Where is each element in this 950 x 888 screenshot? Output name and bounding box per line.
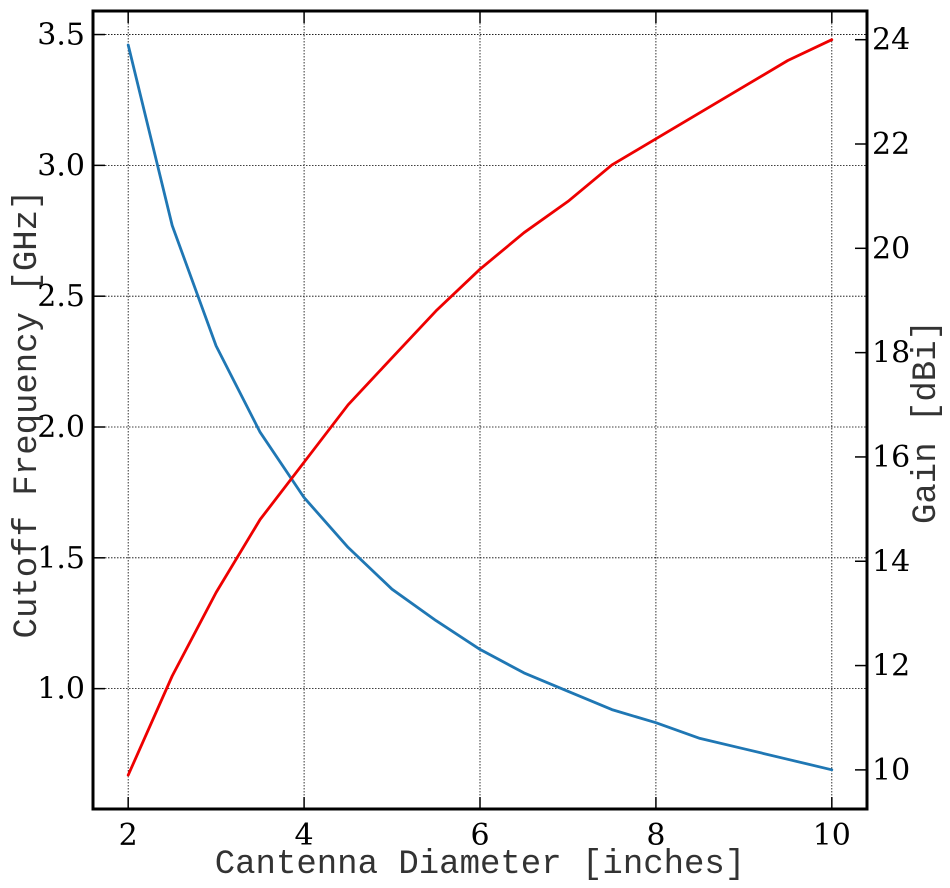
y2-tick-label: 12 [872, 649, 910, 684]
y-tick-label: 2.5 [37, 279, 85, 314]
y2-tick-label: 18 [872, 336, 910, 371]
y-tick-label: 3.0 [37, 148, 85, 183]
x-axis: 2 4 6 8 10 [119, 11, 851, 853]
y-tick-label: 2.0 [37, 410, 85, 445]
y-axis-right: 10 12 14 16 18 20 22 24 [855, 23, 910, 788]
grid [93, 11, 867, 809]
y-tick-label: 1.5 [37, 541, 85, 576]
gain-line [126, 38, 834, 777]
x-axis-title: Cantenna Diameter [inches] [215, 846, 746, 884]
x-tick-label: 6 [470, 818, 489, 853]
x-tick-label: 8 [646, 818, 665, 853]
y-tick-label: 1.0 [37, 672, 85, 707]
y2-tick-label: 16 [872, 440, 910, 475]
y-tick-label: 3.5 [37, 18, 85, 53]
y2-tick-label: 10 [872, 753, 910, 788]
plot-area [126, 38, 834, 777]
y2-axis-title: Gain [dBi] [908, 320, 946, 524]
y2-tick-label: 20 [872, 231, 910, 266]
cutoff-frequency-line [126, 43, 834, 772]
y2-tick-label: 24 [872, 23, 910, 58]
y2-tick-label: 14 [872, 544, 910, 579]
y2-tick-label: 22 [872, 127, 910, 162]
x-tick-label: 2 [119, 818, 138, 853]
y-axis-title: Cutoff Frequency [GHz] [9, 190, 47, 639]
x-tick-label: 4 [295, 818, 314, 853]
y-axis-left: 1.0 1.5 2.0 2.5 3.0 3.5 [37, 18, 105, 707]
x-tick-label: 10 [813, 818, 851, 853]
